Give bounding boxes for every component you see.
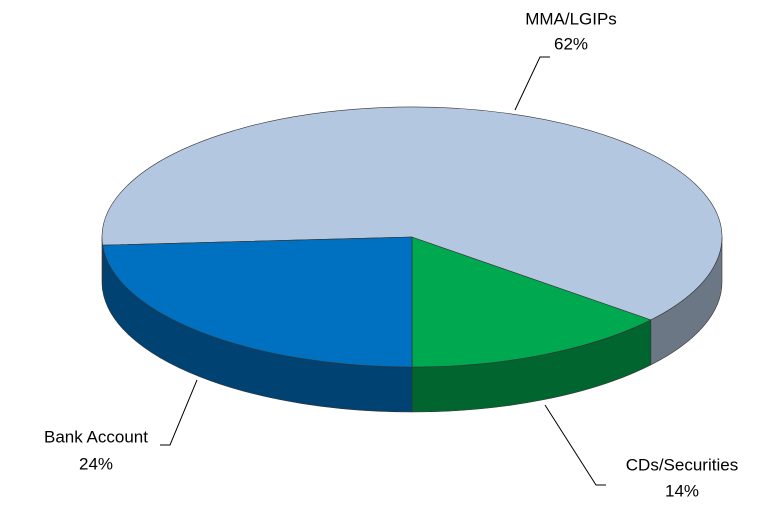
slice-value-label: 62%	[554, 34, 588, 53]
leader-line	[514, 56, 550, 111]
leader-line	[544, 404, 606, 486]
leader-line	[160, 379, 198, 446]
slice-label: MMA/LGIPs	[525, 9, 617, 28]
slice	[102, 236, 413, 368]
slice-value-label: 24%	[79, 454, 113, 473]
slice	[101, 106, 723, 321]
slice	[411, 236, 652, 368]
slice-label: Bank Account	[44, 427, 148, 446]
pie-tops	[101, 106, 723, 368]
labels: CDs/Securities 14% MMA/LGIPs 62% Bank Ac…	[44, 9, 738, 500]
slice-value-label: 14%	[665, 481, 699, 500]
slice-label: CDs/Securities	[626, 455, 738, 474]
